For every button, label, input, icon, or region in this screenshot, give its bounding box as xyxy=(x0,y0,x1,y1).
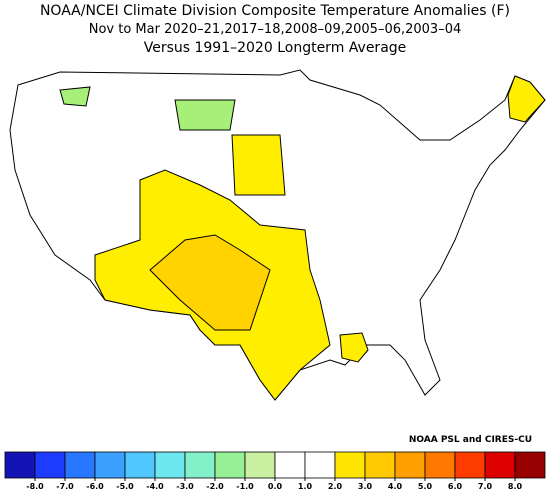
colorbar-tick-label: -5.0 xyxy=(116,482,134,491)
colorbar-tick-label: 0.0 xyxy=(268,482,283,491)
warm-region-louisiana xyxy=(339,332,369,363)
warmer-region xyxy=(149,234,271,331)
colorbar-tick-label: -1.0 xyxy=(236,482,254,491)
colorbar-segment xyxy=(394,451,426,479)
colorbar-tick-label: -6.0 xyxy=(86,482,104,491)
colorbar-tick-label: 7.0 xyxy=(478,482,493,491)
colorbar-segment xyxy=(154,451,186,479)
colorbar-tick-label: 8.0 xyxy=(508,482,523,491)
colorbar: -8.0 -7.0 -6.0 -5.0 -4.0 -3.0 -2.0 -1.0 0.0 1.0 2.… xyxy=(4,451,546,491)
colorbar-segment xyxy=(304,451,336,479)
colorbar-tick-label: -4.0 xyxy=(146,482,164,491)
colorbar-segment xyxy=(94,451,126,479)
colorbar-segment xyxy=(484,451,516,479)
colorbar-segment xyxy=(514,451,546,479)
colorbar-tick-label: -2.0 xyxy=(206,482,224,491)
colorbar-tick-label: -3.0 xyxy=(176,482,194,491)
colorbar-segment xyxy=(334,451,366,479)
us-map xyxy=(9,69,546,401)
colorbar-tick-label: 4.0 xyxy=(388,482,403,491)
warm-region-dakotas xyxy=(231,134,286,196)
colorbar-segment xyxy=(214,451,246,479)
colorbar-segment xyxy=(274,451,306,479)
colorbar-tick-label: 1.0 xyxy=(298,482,313,491)
colorbar-segment xyxy=(4,451,36,479)
warm-region-maine xyxy=(507,75,546,123)
colorbar-segment xyxy=(454,451,486,479)
colorbar-segment xyxy=(64,451,96,479)
colorbar-segment xyxy=(34,451,66,479)
colorbar-tick-label: 3.0 xyxy=(358,482,373,491)
colorbar-tick-label: -7.0 xyxy=(56,482,74,491)
colorbar-tick-label: -8.0 xyxy=(26,482,44,491)
cool-region-northwest xyxy=(59,86,91,107)
subtitle: Nov to Mar 2020–21,2017–18,2008–09,2005–… xyxy=(89,22,462,37)
colorbar-tick-label: 2.0 xyxy=(328,482,343,491)
comparison: Versus 1991–2020 Longterm Average xyxy=(144,40,407,56)
colorbar-segment xyxy=(364,451,396,479)
cool-region-plains xyxy=(174,99,236,131)
credit: NOAA PSL and CIRES-CU xyxy=(409,435,532,445)
colorbar-segment xyxy=(424,451,456,479)
colorbar-segment xyxy=(124,451,156,479)
colorbar-segment xyxy=(244,451,276,479)
colorbar-segment xyxy=(184,451,216,479)
colorbar-tick-label: 5.0 xyxy=(418,482,433,491)
title: NOAA/NCEI Climate Division Composite Tem… xyxy=(40,3,510,19)
colorbar-tick-label: 6.0 xyxy=(448,482,463,491)
